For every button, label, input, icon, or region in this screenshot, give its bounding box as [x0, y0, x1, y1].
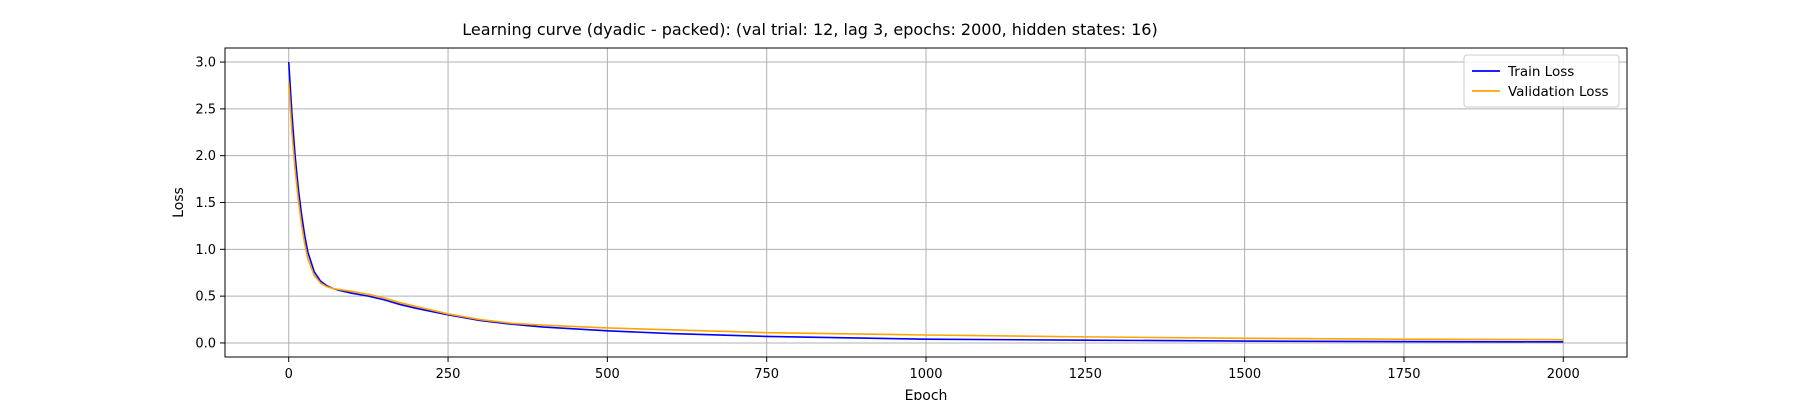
legend-box: [1463, 54, 1620, 108]
x-tick-label: 0: [285, 367, 293, 382]
series-line-1: [287, 82, 1564, 341]
grid: [225, 48, 1627, 357]
legend-label: Train Loss: [1507, 64, 1574, 80]
x-tick-label: 500: [595, 367, 620, 382]
legend-label: Validation Loss: [1508, 84, 1609, 100]
y-tick-label: 0.5: [195, 290, 216, 305]
y-tick-label: 1.0: [195, 243, 216, 258]
x-tick-label: 1750: [1387, 367, 1420, 382]
y-tick-label: 0.0: [195, 336, 216, 351]
x-tick-label: 1250: [1069, 367, 1102, 382]
x-tick-label: 750: [754, 367, 779, 382]
axis-ticks: 0 250 500 750 1000 1250 1500 1750 2000 0.0 0.5 1.0 1…: [195, 56, 1580, 382]
y-axis-label: Loss: [171, 187, 187, 218]
x-tick-label: 250: [436, 367, 461, 382]
x-tick-label: 2000: [1547, 367, 1580, 382]
series-line-0: [287, 62, 1564, 343]
y-tick-label: 2.5: [195, 102, 216, 117]
y-tick-label: 3.0: [195, 56, 216, 71]
plot-lines: [287, 62, 1564, 343]
y-tick-label: 2.0: [195, 149, 216, 164]
legend: Train Loss Validation Loss: [1463, 54, 1620, 108]
x-tick-label: 1500: [1228, 367, 1261, 382]
chart-title: Learning curve (dyadic - packed): (val t…: [462, 20, 1157, 39]
x-axis-label: Epoch: [905, 388, 948, 400]
x-tick-label: 1000: [909, 367, 942, 382]
y-tick-label: 1.5: [195, 196, 216, 211]
